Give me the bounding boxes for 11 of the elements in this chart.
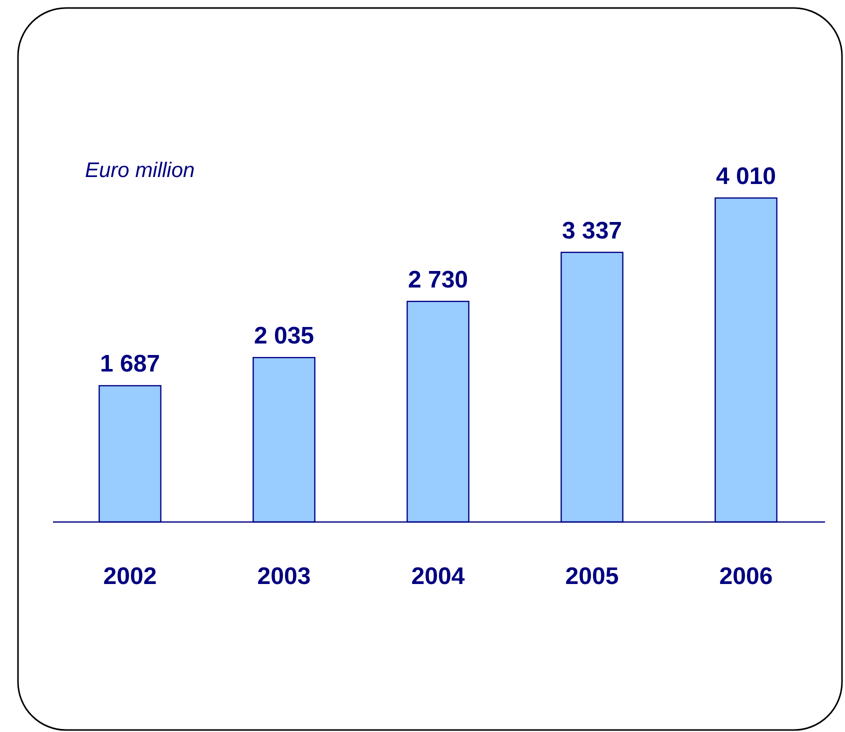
- text: Euro million: [85, 159, 195, 182]
- data-label: 2 730: [408, 266, 468, 294]
- x-tick-label: 2005: [565, 563, 619, 590]
- data-label: 2 035: [254, 322, 314, 350]
- data-label: 3 337: [562, 217, 622, 244]
- data-label: 1 687: [100, 350, 160, 378]
- x-tick-label: 2003: [257, 563, 311, 590]
- x-tick-label: 2006: [719, 563, 773, 590]
- data-label: 4 010: [716, 163, 776, 190]
- x-tick-label: 2004: [411, 563, 466, 590]
- x-tick-label: 2002: [103, 563, 157, 590]
